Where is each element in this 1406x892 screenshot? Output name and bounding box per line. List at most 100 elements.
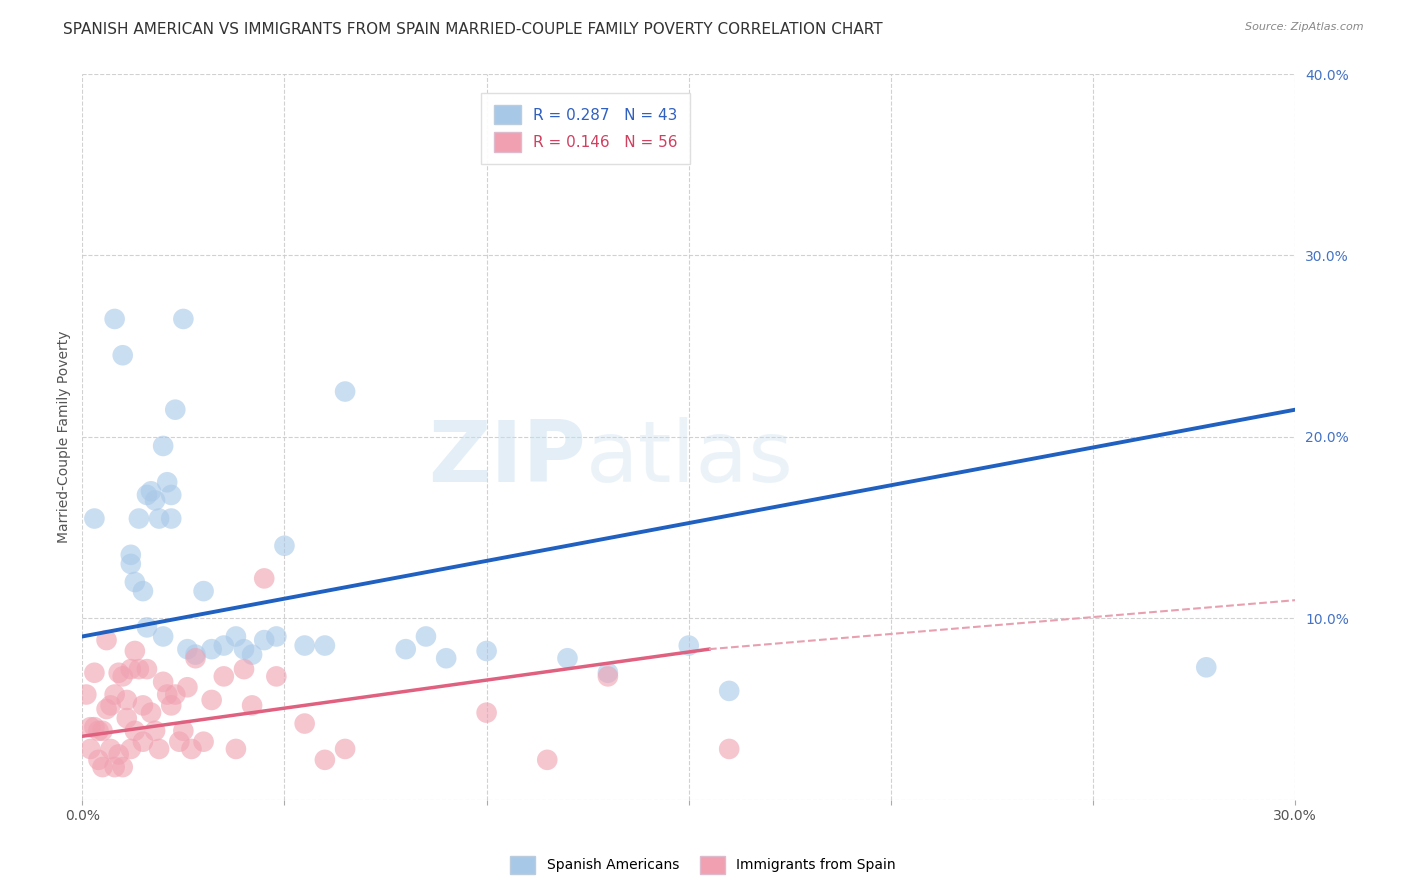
Point xyxy=(201,642,224,657)
Point xyxy=(83,720,105,734)
Point xyxy=(87,753,110,767)
Legend: R = 0.287   N = 43, R = 0.146   N = 56: R = 0.287 N = 43, R = 0.146 N = 56 xyxy=(481,93,690,164)
Point xyxy=(136,662,159,676)
Point xyxy=(87,723,110,738)
Point xyxy=(136,488,159,502)
Point xyxy=(104,760,127,774)
Point xyxy=(152,674,174,689)
Point xyxy=(176,680,198,694)
Point xyxy=(83,511,105,525)
Point xyxy=(434,651,457,665)
Point xyxy=(91,760,114,774)
Point xyxy=(225,630,247,644)
Point xyxy=(475,706,498,720)
Point xyxy=(96,702,118,716)
Point xyxy=(152,439,174,453)
Point xyxy=(193,735,215,749)
Point xyxy=(718,684,741,698)
Point xyxy=(240,698,263,713)
Point xyxy=(314,639,336,653)
Point xyxy=(156,688,179,702)
Point xyxy=(184,648,207,662)
Point xyxy=(124,644,146,658)
Point xyxy=(132,735,155,749)
Point xyxy=(156,475,179,490)
Point xyxy=(100,742,122,756)
Point xyxy=(139,706,162,720)
Point xyxy=(266,630,288,644)
Point xyxy=(111,348,134,362)
Point xyxy=(83,665,105,680)
Point xyxy=(107,747,129,762)
Point xyxy=(104,688,127,702)
Point xyxy=(165,688,187,702)
Point xyxy=(132,698,155,713)
Point xyxy=(557,651,579,665)
Point xyxy=(148,511,170,525)
Point xyxy=(253,571,276,585)
Point xyxy=(193,584,215,599)
Point xyxy=(128,662,150,676)
Point xyxy=(120,548,142,562)
Point xyxy=(160,698,183,713)
Point xyxy=(718,742,741,756)
Point xyxy=(333,742,356,756)
Point xyxy=(148,742,170,756)
Point xyxy=(132,584,155,599)
Point xyxy=(395,642,418,657)
Point xyxy=(124,723,146,738)
Point xyxy=(120,557,142,571)
Point xyxy=(120,742,142,756)
Point xyxy=(172,312,194,326)
Point xyxy=(136,620,159,634)
Point xyxy=(169,735,191,749)
Point xyxy=(266,669,288,683)
Point xyxy=(475,644,498,658)
Point xyxy=(165,402,187,417)
Point xyxy=(139,484,162,499)
Point xyxy=(100,698,122,713)
Point xyxy=(104,312,127,326)
Point xyxy=(225,742,247,756)
Point xyxy=(678,639,700,653)
Point xyxy=(1195,660,1218,674)
Point xyxy=(596,669,619,683)
Point xyxy=(184,651,207,665)
Point xyxy=(115,711,138,725)
Y-axis label: Married-Couple Family Poverty: Married-Couple Family Poverty xyxy=(58,331,72,543)
Point xyxy=(333,384,356,399)
Point xyxy=(415,630,437,644)
Point xyxy=(160,488,183,502)
Point xyxy=(176,642,198,657)
Legend: Spanish Americans, Immigrants from Spain: Spanish Americans, Immigrants from Spain xyxy=(503,849,903,880)
Text: atlas: atlas xyxy=(586,417,793,500)
Point xyxy=(75,688,97,702)
Point xyxy=(96,633,118,648)
Point xyxy=(172,723,194,738)
Point xyxy=(294,639,316,653)
Point xyxy=(79,742,101,756)
Point xyxy=(111,760,134,774)
Point xyxy=(596,665,619,680)
Point xyxy=(152,630,174,644)
Point xyxy=(212,639,235,653)
Point xyxy=(253,633,276,648)
Point xyxy=(201,693,224,707)
Point xyxy=(233,662,256,676)
Point xyxy=(128,511,150,525)
Point xyxy=(124,575,146,590)
Text: ZIP: ZIP xyxy=(427,417,586,500)
Point xyxy=(160,511,183,525)
Point xyxy=(212,669,235,683)
Point xyxy=(143,493,166,508)
Point xyxy=(180,742,202,756)
Point xyxy=(79,720,101,734)
Point xyxy=(91,723,114,738)
Point xyxy=(233,642,256,657)
Text: SPANISH AMERICAN VS IMMIGRANTS FROM SPAIN MARRIED-COUPLE FAMILY POVERTY CORRELAT: SPANISH AMERICAN VS IMMIGRANTS FROM SPAI… xyxy=(63,22,883,37)
Point xyxy=(536,753,558,767)
Text: Source: ZipAtlas.com: Source: ZipAtlas.com xyxy=(1246,22,1364,32)
Point xyxy=(273,539,295,553)
Point xyxy=(111,669,134,683)
Point xyxy=(314,753,336,767)
